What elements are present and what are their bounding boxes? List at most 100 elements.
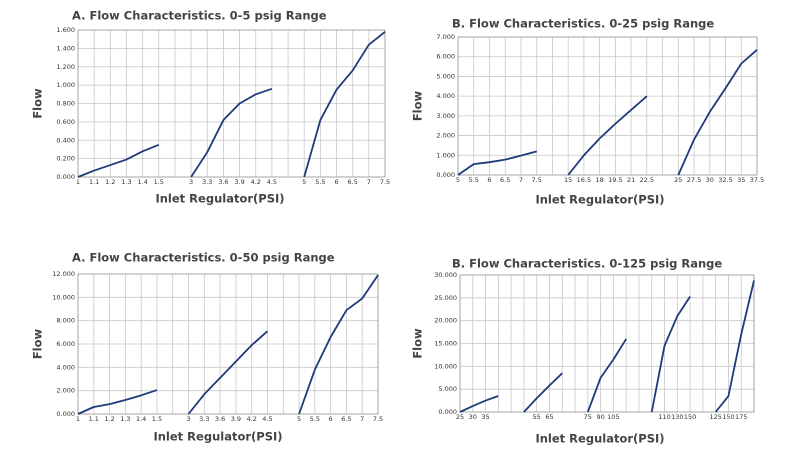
y-tick-label: 0.000 — [436, 171, 455, 179]
y-tick-label: 0.400 — [56, 136, 75, 144]
y-tick-label: 1.600 — [56, 26, 75, 34]
x-tick-label: 4.2 — [251, 178, 261, 186]
y-tick-label: 5.000 — [436, 72, 455, 80]
x-tick-label: 30 — [706, 176, 714, 184]
x-tick-label: 1 — [76, 178, 80, 186]
x-tick-label: 22.5 — [640, 176, 654, 184]
x-tick-label: 3 — [186, 415, 190, 423]
x-tick-label: 55 — [533, 413, 541, 421]
x-tick-label: 75 — [584, 413, 592, 421]
x-tick-label: 1 — [76, 415, 80, 423]
x-tick-label: 25 — [456, 413, 464, 421]
y-tick-label: 0.000 — [56, 173, 75, 181]
x-tick-label: 16.5 — [577, 176, 591, 184]
y-axis-label: Flow — [411, 90, 425, 121]
x-tick-label: 25 — [674, 176, 682, 184]
x-tick-label: 7.5 — [532, 176, 542, 184]
x-tick-label: 1.1 — [89, 178, 99, 186]
x-axis-label: Inlet Regulator(PSI) — [153, 430, 282, 444]
y-tick-label: 8.000 — [56, 317, 75, 325]
x-tick-label: 4.5 — [267, 178, 277, 186]
y-axis-label: Flow — [31, 88, 45, 119]
x-tick-label: 7 — [367, 178, 371, 186]
x-tick-label: 4.5 — [262, 415, 272, 423]
x-tick-label: 5 — [302, 178, 306, 186]
x-tick-label: 5.5 — [310, 415, 320, 423]
x-tick-label: 130 — [671, 413, 683, 421]
x-tick-label: 7 — [519, 176, 523, 184]
subplot-title: B. Flow Characteristics. 0-25 psig Range — [452, 17, 714, 31]
x-tick-label: 110 — [658, 413, 670, 421]
x-tick-label: 6 — [329, 415, 333, 423]
y-tick-label: 0.000 — [438, 408, 457, 416]
x-tick-label: 15 — [564, 176, 572, 184]
y-axis-label: Flow — [411, 328, 425, 359]
x-tick-label: 19.5 — [608, 176, 622, 184]
x-axis-label: Inlet Regulator(PSI) — [155, 192, 284, 206]
x-tick-label: 3.6 — [215, 415, 225, 423]
x-tick-label: 32.5 — [718, 176, 732, 184]
x-tick-label: 90 — [596, 413, 604, 421]
plot-frame — [77, 273, 379, 415]
y-tick-label: 4.000 — [56, 363, 75, 371]
x-tick-label: 7 — [360, 415, 364, 423]
x-axis-label: Inlet Regulator(PSI) — [535, 432, 664, 446]
y-tick-label: 10.000 — [434, 362, 457, 370]
y-tick-label: 5.000 — [438, 385, 457, 393]
x-tick-label: 5.5 — [315, 178, 325, 186]
subplot: A. Flow Characteristics. 0-5 psig Range F… — [31, 9, 391, 206]
x-tick-label: 5 — [297, 415, 301, 423]
x-tick-label: 6.5 — [348, 178, 358, 186]
x-tick-label: 5 — [456, 176, 460, 184]
x-tick-label: 3.9 — [234, 178, 244, 186]
y-tick-label: 1.000 — [436, 151, 455, 159]
x-tick-label: 1.2 — [105, 178, 115, 186]
y-tick-label: 3.000 — [436, 112, 455, 120]
y-axis-label: Flow — [31, 328, 45, 359]
x-tick-label: 3.3 — [202, 178, 212, 186]
x-tick-label: 6 — [487, 176, 491, 184]
x-tick-label: 27.5 — [687, 176, 701, 184]
y-tick-label: 1.400 — [56, 44, 75, 52]
x-tick-label: 3.9 — [231, 415, 241, 423]
x-tick-label: 6.5 — [341, 415, 351, 423]
subplot: B. Flow Characteristics. 0-25 psig Range… — [411, 17, 765, 207]
x-tick-label: 125 — [709, 413, 721, 421]
y-tick-label: 15.000 — [434, 340, 457, 348]
x-tick-label: 35 — [481, 413, 489, 421]
x-tick-label: 1.5 — [154, 178, 164, 186]
x-axis-label: Inlet Regulator(PSI) — [535, 193, 664, 207]
x-tick-label: 4.2 — [247, 415, 257, 423]
plot-frame — [77, 29, 386, 178]
flow-line — [459, 280, 755, 413]
x-tick-label: 1.4 — [137, 178, 147, 186]
y-tick-label: 30.000 — [434, 271, 457, 279]
flow-line — [77, 274, 379, 415]
x-tick-label: 105 — [607, 413, 619, 421]
x-tick-label: 5.5 — [469, 176, 479, 184]
subplot: B. Flow Characteristics. 0-125 psig Rang… — [411, 257, 755, 446]
y-tick-label: 4.000 — [436, 92, 455, 100]
y-tick-label: 0.800 — [56, 100, 75, 108]
x-tick-label: 65 — [545, 413, 553, 421]
x-tick-label: 7.5 — [373, 415, 383, 423]
x-tick-label: 21 — [627, 176, 635, 184]
x-tick-label: 30 — [469, 413, 477, 421]
x-tick-label: 18 — [595, 176, 603, 184]
y-tick-label: 10.000 — [52, 293, 75, 301]
y-tick-label: 0.000 — [56, 410, 75, 418]
y-tick-label: 20.000 — [434, 317, 457, 325]
y-tick-label: 12.000 — [52, 270, 75, 278]
x-tick-label: 6 — [334, 178, 338, 186]
subplot-title: B. Flow Characteristics. 0-125 psig Rang… — [452, 257, 722, 271]
x-tick-label: 3 — [189, 178, 193, 186]
x-tick-label: 150 — [722, 413, 734, 421]
plot-frame — [459, 274, 755, 413]
y-tick-label: 0.200 — [56, 155, 75, 163]
x-tick-label: 37.5 — [750, 176, 764, 184]
x-tick-label: 150 — [684, 413, 696, 421]
subplot-title: A. Flow Characteristics. 0-50 psig Range — [72, 251, 335, 265]
y-tick-label: 6.000 — [56, 340, 75, 348]
y-tick-label: 6.000 — [436, 53, 455, 61]
